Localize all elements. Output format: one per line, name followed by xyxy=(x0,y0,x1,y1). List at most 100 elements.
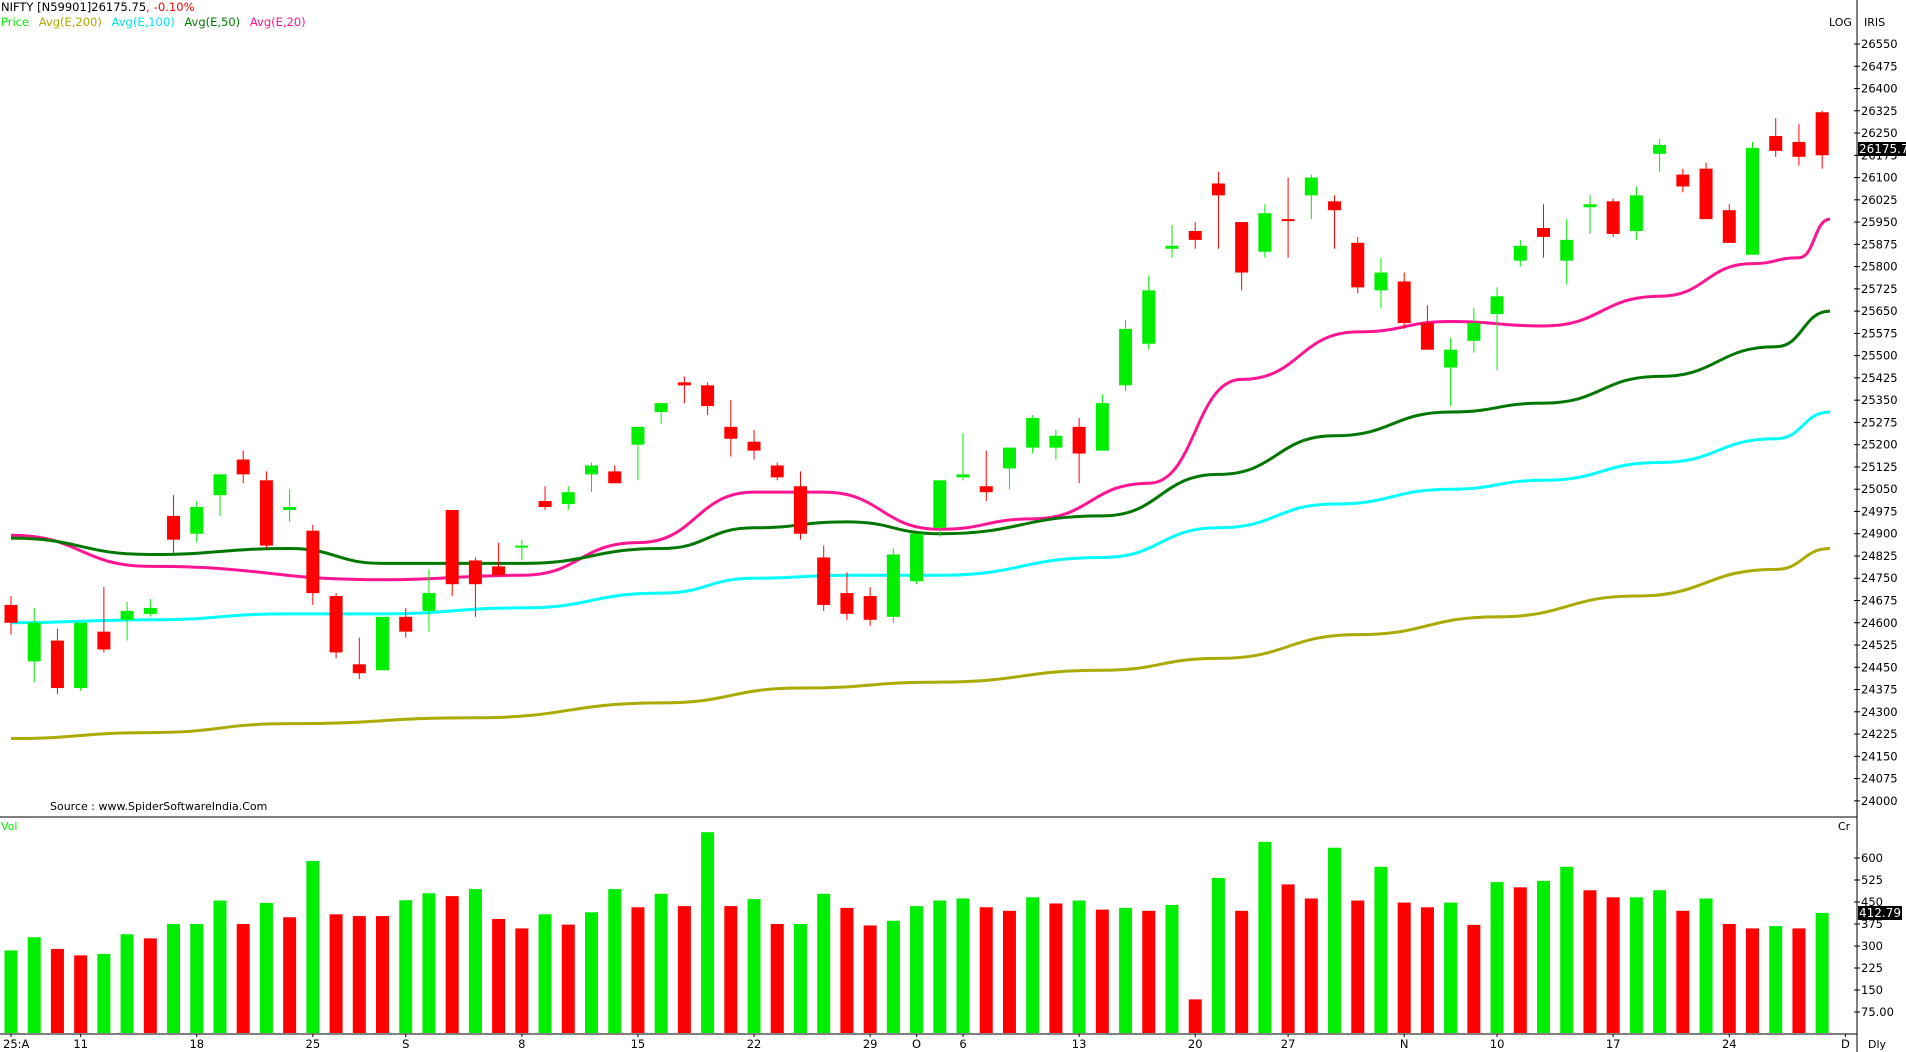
price-tick-label: 24225 xyxy=(1861,727,1898,741)
volume-bar xyxy=(74,955,88,1033)
volume-bar xyxy=(1746,928,1759,1033)
candle xyxy=(1119,320,1133,392)
legend-ema50[interactable]: Avg(E,50) xyxy=(184,15,241,29)
volume-bar xyxy=(1211,877,1225,1033)
volume-bar xyxy=(120,934,134,1033)
volume-bars xyxy=(4,832,1829,1033)
candle xyxy=(1513,239,1527,267)
price-tick-label: 25725 xyxy=(1861,282,1898,296)
price-tick-label: 25500 xyxy=(1861,349,1898,363)
candle xyxy=(863,587,877,626)
volume-bar xyxy=(538,914,552,1033)
volume-bar xyxy=(585,912,598,1033)
candle xyxy=(1281,177,1295,258)
candle xyxy=(1165,225,1179,258)
volume-bar xyxy=(1072,900,1086,1033)
price-tick-label: 24675 xyxy=(1861,594,1898,608)
candle xyxy=(979,450,993,502)
candle xyxy=(1420,305,1434,350)
volume-bar xyxy=(1606,897,1620,1033)
volume-bar xyxy=(492,919,506,1033)
candle xyxy=(259,471,273,549)
legend-ema200[interactable]: Avg(E,200) xyxy=(38,15,102,29)
candle xyxy=(213,474,227,516)
candle xyxy=(886,548,900,623)
candle xyxy=(376,616,390,671)
candle xyxy=(561,486,575,510)
price-tick-label: 24150 xyxy=(1861,749,1898,763)
candle xyxy=(1142,275,1156,350)
volume-bar xyxy=(561,924,575,1033)
candle xyxy=(1211,171,1225,249)
volume-bar xyxy=(1235,910,1249,1033)
candle xyxy=(422,569,436,632)
candle xyxy=(1746,141,1759,255)
legend-ema20[interactable]: Avg(E,20) xyxy=(249,15,306,29)
candle xyxy=(1676,168,1690,193)
price-tick-label: 26400 xyxy=(1861,82,1898,96)
candle xyxy=(1699,162,1713,220)
candle xyxy=(1397,272,1411,329)
price-separator: , xyxy=(146,0,150,14)
date-label: 29 xyxy=(863,1037,878,1051)
volume-bar xyxy=(1467,924,1481,1033)
date-axis[interactable]: 25:A 11 18 25 S 8 15 22 29 O 6 13 20 27 N 10 17 24 D xyxy=(3,1034,1850,1051)
candle xyxy=(306,524,320,605)
candle xyxy=(445,509,459,597)
price-tick-label: 24000 xyxy=(1861,794,1898,808)
price-tick-label: 24300 xyxy=(1861,705,1898,719)
price-tick-label: 25050 xyxy=(1861,482,1898,496)
price-tick-label: 26475 xyxy=(1861,59,1898,73)
volume-bar xyxy=(747,899,761,1033)
candle xyxy=(608,465,622,484)
legend-price[interactable]: Price xyxy=(1,15,30,29)
candle xyxy=(1304,174,1318,220)
price-axis[interactable]: 2655026475264002632526250261752610026025… xyxy=(1854,37,1898,808)
candle xyxy=(399,607,413,638)
candle xyxy=(538,486,552,510)
price-tick-label: 25200 xyxy=(1861,438,1898,452)
volume-bar xyxy=(1095,909,1109,1033)
iris-label[interactable]: IRIS xyxy=(1864,16,1886,29)
volume-tick-label: 450 xyxy=(1861,895,1883,909)
volume-bar xyxy=(608,889,622,1033)
volume-tick-label: 150 xyxy=(1861,983,1883,997)
price-tick-label: 26100 xyxy=(1861,171,1898,185)
symbol-name: NIFTY [N59901] xyxy=(1,0,92,14)
date-label: 18 xyxy=(189,1037,204,1051)
candle xyxy=(352,637,366,680)
price-tick-label: 24450 xyxy=(1861,660,1898,674)
current-volume-marker: 412.79 xyxy=(1858,906,1902,920)
ema20-line xyxy=(10,217,1831,582)
volume-tick-label: 375 xyxy=(1861,917,1883,931)
volume-axis[interactable]: 600 525 450 375 300 225 150 75.00 xyxy=(1854,851,1894,1019)
candle xyxy=(1792,124,1806,166)
price-tick-label: 25425 xyxy=(1861,371,1898,385)
candle xyxy=(50,628,64,694)
candle xyxy=(933,480,947,537)
volume-bar xyxy=(1049,903,1063,1033)
date-label: 25 xyxy=(306,1037,321,1051)
price-tick-label: 24075 xyxy=(1861,772,1898,786)
volume-bar xyxy=(1676,910,1690,1033)
log-scale-toggle[interactable]: LOG xyxy=(1829,16,1852,29)
legend-ema100[interactable]: Avg(E,100) xyxy=(111,15,175,29)
candle xyxy=(747,429,761,460)
volume-bar xyxy=(886,920,900,1033)
volume-bar xyxy=(352,916,366,1033)
volume-bar xyxy=(50,948,64,1033)
candle xyxy=(1351,236,1365,294)
candle xyxy=(1072,417,1086,484)
date-label: 22 xyxy=(747,1037,762,1051)
candle xyxy=(74,622,88,692)
price-tick-label: 24600 xyxy=(1861,616,1898,630)
price-tick-label: 25650 xyxy=(1861,304,1898,318)
volume-bar xyxy=(468,889,482,1033)
volume-bar xyxy=(515,928,529,1033)
timeframe-label[interactable]: Dly xyxy=(1868,1038,1887,1051)
candle xyxy=(97,587,111,653)
volume-bar xyxy=(167,924,181,1033)
volume-bar xyxy=(329,914,343,1033)
date-label: 17 xyxy=(1606,1037,1621,1051)
